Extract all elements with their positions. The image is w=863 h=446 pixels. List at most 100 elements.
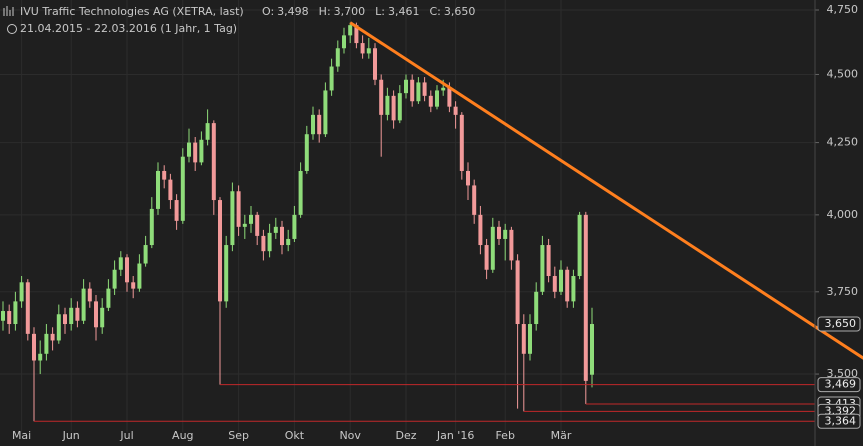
candle-body <box>218 200 222 302</box>
candle-body <box>44 333 49 354</box>
candle-body <box>428 95 433 107</box>
level-box <box>817 377 861 393</box>
x-tick-label: Jul <box>119 429 133 442</box>
chart-subtitle: 21.04.2015 - 22.03.2016 (1 Jahr, 1 Tag) <box>20 22 237 35</box>
x-tick-label: Dez <box>395 429 416 442</box>
candle-body <box>94 301 98 328</box>
last-price-box <box>817 316 861 332</box>
candle-body <box>87 288 92 302</box>
candle-body <box>515 260 520 325</box>
candle-body <box>342 35 346 49</box>
candle-body <box>453 106 458 115</box>
ohlc-value: 3,461 <box>388 5 420 18</box>
candle-body <box>199 139 204 163</box>
grid <box>0 0 815 432</box>
candle-body <box>298 170 303 215</box>
candle-body <box>162 170 167 180</box>
x-tick-label: Mai <box>12 429 31 442</box>
candle-body <box>484 245 489 270</box>
candle-body <box>137 263 142 289</box>
candle-body <box>323 90 328 135</box>
candle-body <box>416 82 421 102</box>
candle-body <box>131 282 136 289</box>
candle-body <box>379 79 384 115</box>
candle-body <box>1 311 5 321</box>
candle-body <box>503 229 508 239</box>
candle-body <box>317 114 322 135</box>
trendline <box>349 21 863 360</box>
candle-body <box>280 226 284 246</box>
candle-body <box>156 170 160 209</box>
candle-body <box>441 87 446 91</box>
candle-body <box>366 48 371 54</box>
candle-body <box>100 307 105 328</box>
candle-body <box>81 288 86 321</box>
candle-body <box>490 226 495 270</box>
candle-body <box>38 353 43 361</box>
x-tick-label: Mär <box>551 429 572 442</box>
ohlc-value: 3,700 <box>334 5 366 18</box>
candle-body <box>478 214 483 246</box>
y-tick-label: 4,500 <box>827 67 859 80</box>
candle-body <box>69 307 74 325</box>
candle-body <box>311 114 315 135</box>
candle-body <box>149 208 154 246</box>
chart-icon <box>3 6 14 16</box>
ohlc-value: 3,650 <box>444 5 476 18</box>
level-label: 3,469 <box>825 378 857 391</box>
x-tick-label: Aug <box>172 429 193 442</box>
clock-icon <box>7 24 17 34</box>
candle-body <box>19 282 24 302</box>
candle-body <box>180 156 185 221</box>
candle-body <box>466 170 470 186</box>
candle-body <box>373 48 377 80</box>
candle-body <box>224 245 229 302</box>
candle-body <box>187 142 191 157</box>
candle-body <box>472 185 477 215</box>
ohlc-label: C: <box>430 5 441 18</box>
candle-body <box>404 79 408 94</box>
level-label: 3,364 <box>825 414 857 427</box>
candle-body <box>13 301 18 325</box>
last-price-label: 3,650 <box>825 317 857 330</box>
candle-body <box>32 333 36 361</box>
candle-body <box>174 200 179 221</box>
candle-body <box>447 87 452 107</box>
candle-body <box>335 48 340 67</box>
candle-body <box>125 257 129 283</box>
candle-body <box>546 245 551 277</box>
ohlc-label: O: <box>262 5 274 18</box>
candle-body <box>118 257 123 270</box>
ohlc-label: H: <box>319 5 331 18</box>
x-tick-label: Okt <box>285 429 305 442</box>
candle-body <box>422 82 427 96</box>
candle-body <box>75 307 80 321</box>
candle-body <box>559 269 563 292</box>
y-tick-label: 3,500 <box>827 367 859 380</box>
ohlc-label: L: <box>375 5 385 18</box>
candle-body <box>205 123 210 140</box>
candle-body <box>348 25 353 36</box>
candle-body <box>292 214 297 239</box>
candle-body <box>25 282 30 334</box>
candle-body <box>273 226 278 233</box>
candle-body <box>397 93 402 121</box>
candle-body <box>540 245 545 292</box>
x-tick-label: Jun <box>62 429 80 442</box>
x-tick-label: Nov <box>339 429 361 442</box>
candle-body <box>63 314 67 325</box>
candle-body <box>230 191 235 246</box>
candle-body <box>435 90 439 107</box>
candle-body <box>521 324 526 354</box>
chart-title: IVU Traffic Technologies AG (XETRA, last… <box>20 5 244 18</box>
candle-body <box>242 223 247 227</box>
candle-body <box>143 245 148 264</box>
candle-body <box>236 191 241 227</box>
candle-body <box>249 214 253 224</box>
candle-body <box>193 142 198 163</box>
candle-body <box>391 95 396 121</box>
candle-body <box>354 25 359 44</box>
marks <box>1 21 863 422</box>
candle-body <box>360 43 365 54</box>
